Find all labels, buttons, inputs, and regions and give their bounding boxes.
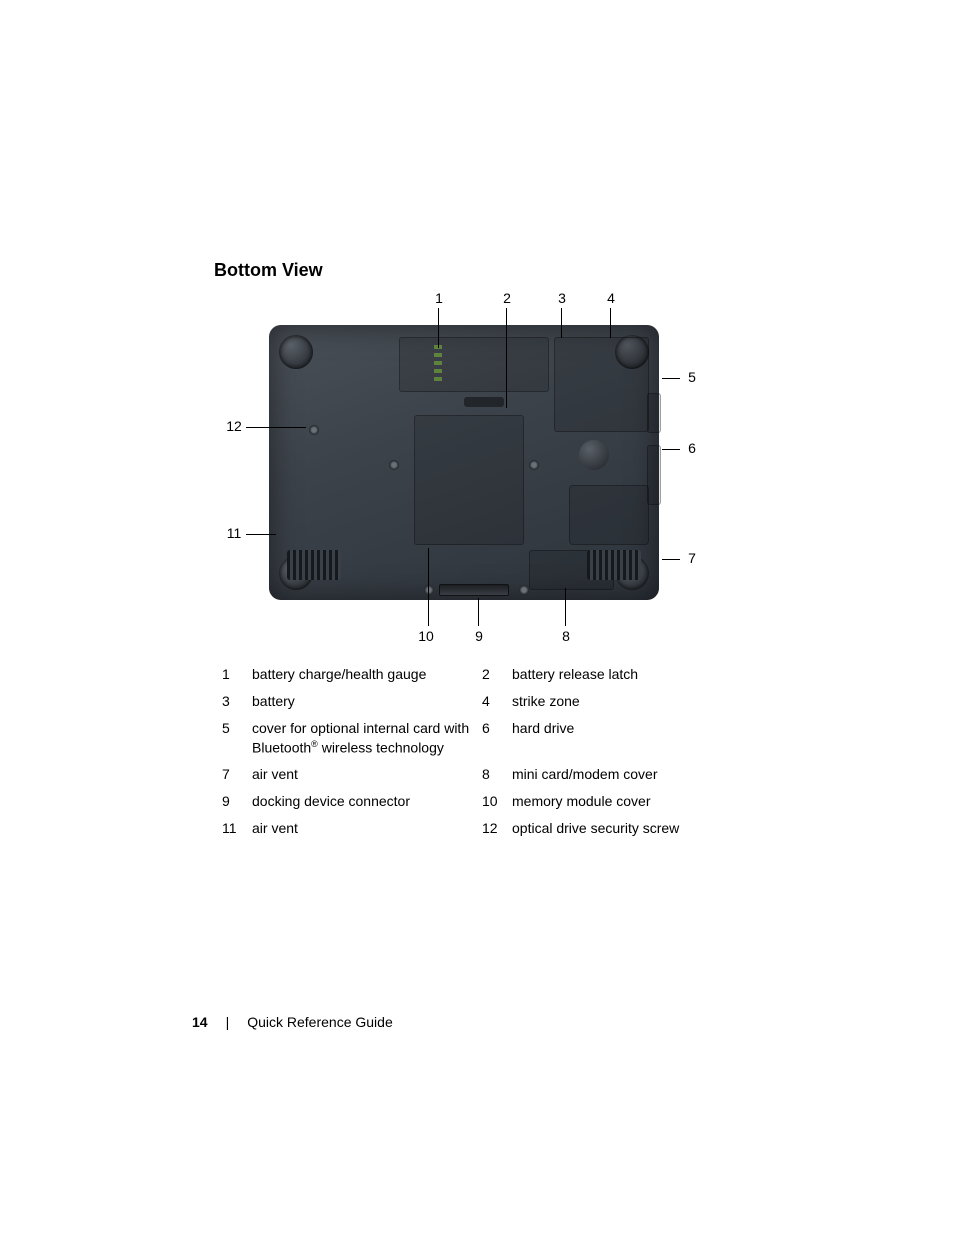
legend-row: 5cover for optional internal card with B…: [222, 719, 742, 757]
legend-text: air vent: [252, 819, 482, 838]
air-vent-left-icon: [287, 550, 341, 580]
callout-number: 4: [601, 290, 621, 306]
legend-number: 6: [482, 719, 512, 757]
bottom-view-diagram: 123456789101112: [214, 290, 734, 650]
legend-text: battery: [252, 692, 482, 711]
leader-line: [428, 548, 429, 626]
legend-text: battery release latch: [512, 665, 742, 684]
legend-number: 8: [482, 765, 512, 784]
legend-text: strike zone: [512, 692, 742, 711]
hard-drive-circle-icon: [579, 440, 609, 470]
leader-line: [438, 308, 439, 348]
legend-number: 5: [222, 719, 252, 757]
callout-number: 2: [497, 290, 517, 306]
leader-line: [478, 598, 479, 626]
leader-line: [246, 534, 276, 535]
legend-text: battery charge/health gauge: [252, 665, 482, 684]
rubber-foot-icon: [279, 335, 313, 369]
docking-connector-icon: [439, 584, 509, 596]
leader-line: [662, 449, 680, 450]
legend-row: 7air vent8mini card/modem cover: [222, 765, 742, 784]
leader-line: [662, 559, 680, 560]
section-heading: Bottom View: [214, 260, 323, 281]
legend-number: 11: [222, 819, 252, 838]
battery-latch-icon: [464, 397, 504, 407]
leader-line: [506, 308, 507, 408]
screw-icon: [389, 460, 399, 470]
battery-gauge-icon: [434, 345, 442, 381]
callout-number: 8: [556, 628, 576, 644]
memory-cover-panel: [414, 415, 524, 545]
footer-title: Quick Reference Guide: [247, 1014, 393, 1030]
hdd-cover-panel: [569, 485, 649, 545]
leader-line: [246, 427, 306, 428]
strike-zone-panel: [554, 337, 649, 432]
legend-number: 3: [222, 692, 252, 711]
screw-icon: [519, 585, 529, 595]
legend-text: memory module cover: [512, 792, 742, 811]
legend-number: 4: [482, 692, 512, 711]
page-number: 14: [192, 1014, 208, 1030]
legend-text: mini card/modem cover: [512, 765, 742, 784]
legend-text: docking device connector: [252, 792, 482, 811]
callout-number: 12: [224, 418, 244, 434]
legend-row: 9docking device connector10memory module…: [222, 792, 742, 811]
callout-number: 10: [416, 628, 436, 644]
footer-separator-icon: |: [226, 1014, 230, 1030]
callout-number: 5: [682, 369, 702, 385]
callout-number: 9: [469, 628, 489, 644]
legend-row: 1battery charge/health gauge2battery rel…: [222, 665, 742, 684]
callout-number: 6: [682, 440, 702, 456]
page-footer: 14 | Quick Reference Guide: [192, 1014, 393, 1030]
callout-number: 3: [552, 290, 572, 306]
battery-panel: [399, 337, 549, 392]
leader-line: [565, 588, 566, 626]
air-vent-right-icon: [587, 550, 641, 580]
legend-row: 11air vent12optical drive security screw: [222, 819, 742, 838]
legend-number: 1: [222, 665, 252, 684]
legend-number: 12: [482, 819, 512, 838]
legend-text: cover for optional internal card with Bl…: [252, 719, 482, 757]
page: Bottom View 12345678: [0, 0, 954, 1235]
legend-number: 2: [482, 665, 512, 684]
leader-line: [662, 378, 680, 379]
leader-line: [610, 308, 611, 338]
bluetooth-cover-panel: [647, 393, 661, 433]
hard-drive-side-panel: [647, 445, 661, 505]
legend-text: air vent: [252, 765, 482, 784]
legend-number: 10: [482, 792, 512, 811]
chassis-photo: [269, 325, 659, 600]
legend-table: 1battery charge/health gauge2battery rel…: [222, 665, 742, 846]
callout-number: 1: [429, 290, 449, 306]
screw-icon: [424, 585, 434, 595]
leader-line: [561, 308, 562, 338]
callout-number: 7: [682, 550, 702, 566]
legend-number: 7: [222, 765, 252, 784]
legend-row: 3battery4strike zone: [222, 692, 742, 711]
callout-number: 11: [224, 525, 244, 541]
legend-text: hard drive: [512, 719, 742, 757]
legend-number: 9: [222, 792, 252, 811]
screw-icon: [309, 425, 319, 435]
legend-text: optical drive security screw: [512, 819, 742, 838]
screw-icon: [529, 460, 539, 470]
